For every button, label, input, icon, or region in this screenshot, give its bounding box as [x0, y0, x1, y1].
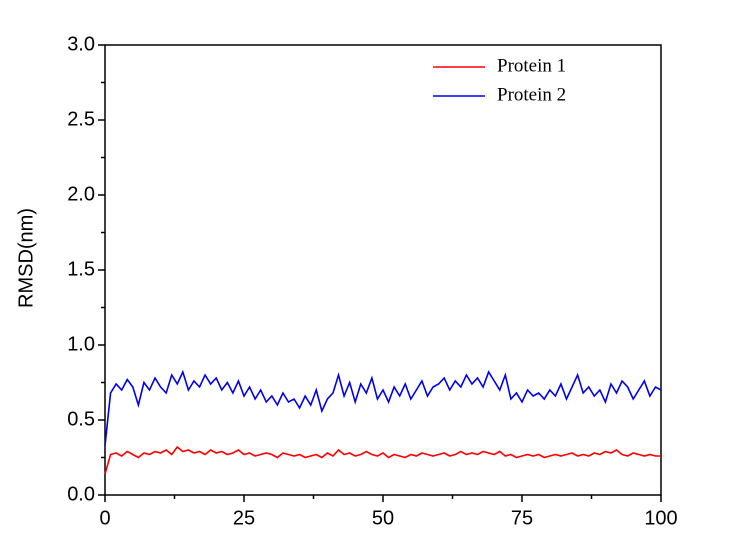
y-tick-label: 0.0	[67, 483, 95, 505]
y-tick-label: 3.0	[67, 33, 95, 55]
y-tick-label: 0.5	[67, 408, 95, 430]
series-line	[104, 369, 662, 446]
y-tick-label: 1.5	[67, 258, 95, 280]
plot-frame	[104, 44, 662, 496]
x-tick-label: 25	[233, 507, 255, 529]
y-tick-label: 1.0	[67, 333, 95, 355]
x-tick-label: 0	[99, 507, 110, 529]
x-tick-label: 100	[644, 507, 677, 529]
legend-label: Protein 2	[497, 84, 566, 105]
y-axis-label: RMSD(nm)	[15, 208, 37, 308]
legend-label: Protein 1	[497, 55, 566, 76]
series-line	[104, 445, 661, 475]
x-tick-label: 75	[511, 507, 533, 529]
y-tick-label: 2.0	[67, 183, 95, 205]
y-tick-label: 2.5	[67, 108, 95, 130]
x-tick-label: 50	[372, 507, 394, 529]
